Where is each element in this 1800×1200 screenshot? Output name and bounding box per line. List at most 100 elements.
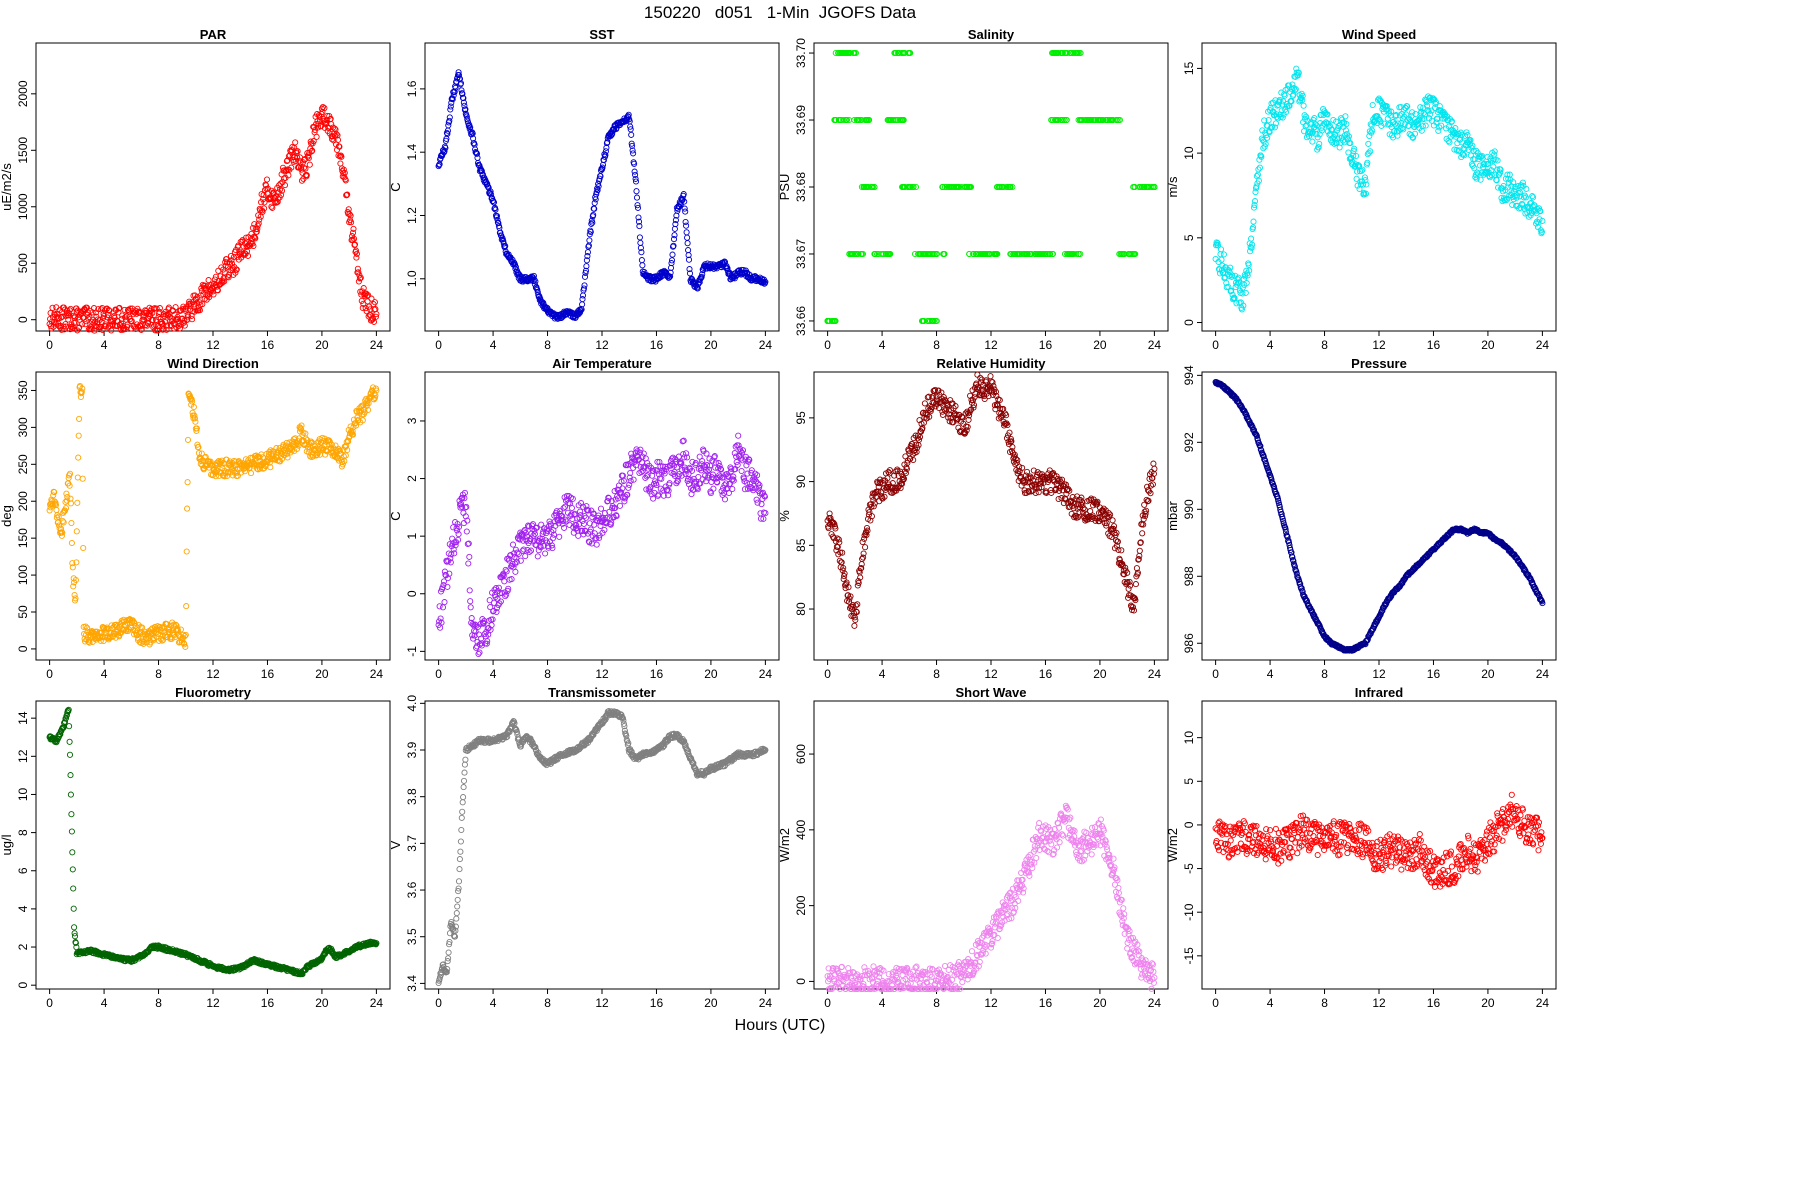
data-point (757, 510, 764, 517)
data-point (475, 162, 483, 169)
panel-title: SST (589, 27, 614, 42)
data-point (215, 267, 222, 274)
y-tick-label: 33.69 (794, 105, 808, 135)
data-point (252, 235, 259, 242)
data-point (48, 325, 55, 332)
data-point (1136, 547, 1143, 554)
x-tick-label: 8 (933, 667, 940, 681)
data-point (156, 308, 163, 315)
x-tick-label: 20 (1093, 667, 1107, 681)
y-tick-label: 5 (1182, 234, 1196, 241)
x-tick-label: 16 (650, 667, 664, 681)
data-point (58, 326, 65, 333)
series-points (1212, 378, 1546, 654)
data-point (512, 568, 519, 575)
data-point (735, 432, 742, 439)
x-tick-label: 20 (1481, 667, 1495, 681)
data-point (250, 242, 257, 250)
data-point (254, 225, 261, 233)
data-point (490, 199, 498, 206)
data-point (1023, 468, 1031, 475)
data-point (492, 206, 499, 213)
data-point (65, 316, 72, 323)
data-point (163, 326, 170, 333)
data-point (358, 297, 365, 304)
data-point (349, 236, 356, 243)
x-tick-label: 12 (1372, 667, 1386, 681)
x-tick-label: 24 (759, 667, 773, 681)
data-point (450, 92, 457, 99)
data-point (74, 499, 81, 506)
data-point (269, 204, 276, 211)
data-point (86, 313, 93, 320)
y-tick-label: 0 (16, 316, 30, 323)
data-point (634, 202, 641, 209)
x-tick-label: 4 (490, 338, 497, 352)
y-tick-label: 0 (16, 645, 30, 652)
y-tick-label: 3 (405, 417, 419, 424)
data-point (101, 307, 109, 314)
data-point (859, 538, 866, 546)
y-axis-label: deg (0, 505, 14, 527)
data-point (334, 136, 342, 144)
data-point (292, 139, 299, 146)
x-tick-label: 16 (261, 338, 275, 352)
data-point (441, 599, 448, 606)
data-point (516, 271, 523, 278)
y-tick-label: 1.0 (405, 270, 419, 287)
data-point (189, 316, 196, 323)
y-tick-label: 95 (794, 411, 808, 425)
data-point (639, 262, 646, 269)
data-point (534, 553, 541, 560)
data-point (1212, 255, 1219, 263)
data-point (124, 321, 131, 328)
data-point (467, 598, 474, 605)
data-point (82, 321, 89, 328)
data-point (149, 316, 156, 323)
y-tick-label: 90 (794, 475, 808, 489)
data-point (462, 106, 469, 113)
x-tick-label: 8 (933, 338, 940, 352)
data-point (210, 291, 217, 298)
data-point (84, 311, 91, 318)
x-tick-label: 8 (1321, 667, 1328, 681)
data-point (278, 187, 286, 194)
data-point (351, 241, 359, 248)
data-point (629, 142, 636, 149)
data-point (226, 260, 234, 267)
data-point (449, 96, 456, 103)
data-point (683, 222, 690, 229)
data-point (1309, 138, 1316, 145)
x-tick-label: 12 (595, 667, 609, 681)
data-point (351, 241, 358, 249)
data-point (366, 303, 373, 310)
y-tick-label: 994 (1182, 365, 1196, 385)
data-point (563, 518, 570, 525)
data-point (338, 153, 345, 160)
y-tick-label: 1.2 (405, 207, 419, 224)
data-point (560, 505, 567, 512)
data-point (467, 604, 474, 611)
data-point (319, 103, 326, 111)
data-point (862, 544, 869, 551)
data-point (288, 164, 295, 171)
data-point (214, 287, 221, 294)
data-point (628, 140, 635, 147)
x-tick-label: 12 (984, 338, 998, 352)
data-point (635, 214, 642, 221)
data-point (1151, 465, 1158, 472)
panel-title: Relative Humidity (936, 356, 1046, 371)
data-point (497, 229, 504, 236)
data-point (340, 166, 347, 173)
data-point (281, 182, 289, 189)
data-point (360, 285, 367, 292)
data-point (575, 532, 582, 539)
x-tick-label: 4 (101, 667, 108, 681)
x-tick-label: 12 (984, 667, 998, 681)
data-point (176, 325, 183, 332)
data-point (1250, 218, 1257, 225)
data-point (685, 247, 692, 254)
data-point (505, 251, 512, 258)
data-point (484, 183, 491, 190)
data-point (579, 296, 586, 303)
